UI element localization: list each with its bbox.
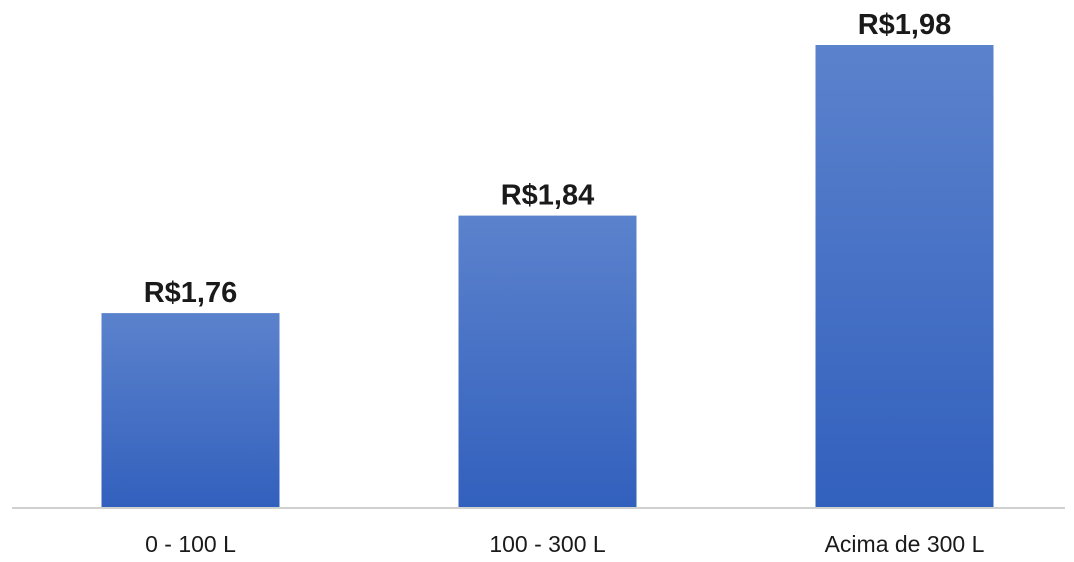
- data-label-0: R$1,76: [144, 277, 238, 309]
- data-label-1: R$1,84: [501, 180, 595, 212]
- x-axis-ticks: 0 - 100 L 100 - 300 L Acima de 300 L: [145, 531, 985, 557]
- x-tick-label-1: 100 - 300 L: [489, 531, 606, 557]
- data-label-2: R$1,98: [858, 9, 952, 41]
- labels-layer: R$1,76 R$1,84 R$1,98: [144, 9, 952, 309]
- bar-1: [458, 215, 637, 508]
- bars-layer: [101, 45, 994, 508]
- bar-0: [101, 313, 280, 508]
- x-tick-label-0: 0 - 100 L: [145, 531, 236, 557]
- x-tick-label-2: Acima de 300 L: [825, 531, 985, 557]
- bar-2: [815, 45, 994, 508]
